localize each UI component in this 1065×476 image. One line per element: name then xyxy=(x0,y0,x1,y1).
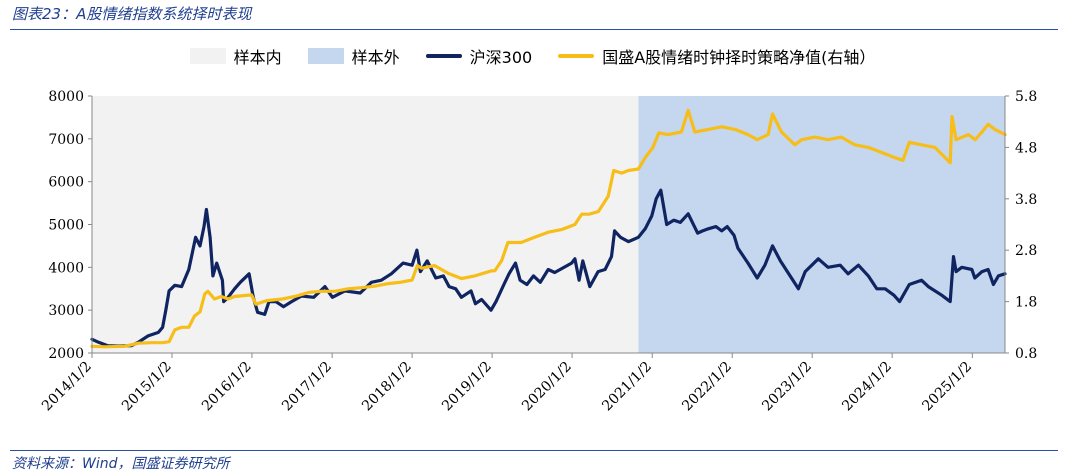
legend-item-hs300: 沪深300 xyxy=(425,44,533,68)
left-y-tick-label: 5000 xyxy=(48,218,84,234)
x-tick-label: 2020/1/2 xyxy=(519,359,575,415)
left-y-tick-label: 6000 xyxy=(48,175,84,191)
legend-item-in-sample: 样本内 xyxy=(189,44,282,68)
x-tick-label: 2022/1/2 xyxy=(679,359,735,415)
left-y-tick-label: 7000 xyxy=(48,132,84,148)
in-sample-region xyxy=(92,96,639,353)
left-y-tick-label: 3000 xyxy=(48,303,84,319)
x-tick-label: 2016/1/2 xyxy=(199,359,255,415)
legend-swatch-strategy xyxy=(558,54,595,58)
right-y-tick-label: 4.8 xyxy=(1015,140,1037,156)
legend-label-hs300: 沪深300 xyxy=(469,48,533,67)
x-tick-label: 2015/1/2 xyxy=(119,359,175,415)
right-y-tick-label: 5.8 xyxy=(1015,89,1037,105)
legend-swatch-hs300 xyxy=(425,54,462,58)
x-tick-label: 2025/1/2 xyxy=(919,359,975,415)
strategy-nav-series-line xyxy=(90,108,1007,349)
header-rule xyxy=(10,29,1058,30)
left-y-tick-label: 4000 xyxy=(48,260,84,276)
hs300-series-line xyxy=(90,188,1007,348)
source-note: 资料来源：Wind，国盛证券研究所 xyxy=(12,456,230,472)
legend-item-out-sample: 样本外 xyxy=(307,44,400,68)
left-y-tick-label: 8000 xyxy=(48,89,84,105)
right-y-tick-label: 0.8 xyxy=(1015,346,1037,362)
legend-item-strategy: 国盛A股情绪时钟择时策略净值(右轴） xyxy=(558,44,875,68)
left-y-tick-label: 2000 xyxy=(48,346,84,362)
legend-label-in-sample: 样本内 xyxy=(233,48,282,67)
legend-swatch-out-sample xyxy=(307,48,344,64)
legend-swatch-in-sample xyxy=(189,48,226,64)
x-tick-label: 2014/1/2 xyxy=(39,359,95,415)
x-tick-label: 2017/1/2 xyxy=(279,359,335,415)
right-y-tick-label: 1.8 xyxy=(1015,295,1037,311)
x-tick-label: 2023/1/2 xyxy=(759,359,815,415)
x-tick-label: 2024/1/2 xyxy=(839,359,895,415)
legend-label-strategy: 国盛A股情绪时钟择时策略净值(右轴） xyxy=(602,48,876,67)
legend-label-out-sample: 样本外 xyxy=(351,48,400,67)
right-y-tick-label: 3.8 xyxy=(1015,192,1037,208)
x-tick-label: 2019/1/2 xyxy=(439,359,495,415)
figure-title: 图表23：A股情绪指数系统择时表现 xyxy=(12,5,252,23)
x-tick-label: 2021/1/2 xyxy=(599,359,655,415)
legend: 样本内 样本外 沪深300 国盛A股情绪时钟择时策略净值(右轴） xyxy=(0,44,1065,68)
footer-rule xyxy=(10,450,1058,451)
right-y-tick-label: 2.8 xyxy=(1015,243,1037,259)
x-tick-label: 2018/1/2 xyxy=(359,359,415,415)
